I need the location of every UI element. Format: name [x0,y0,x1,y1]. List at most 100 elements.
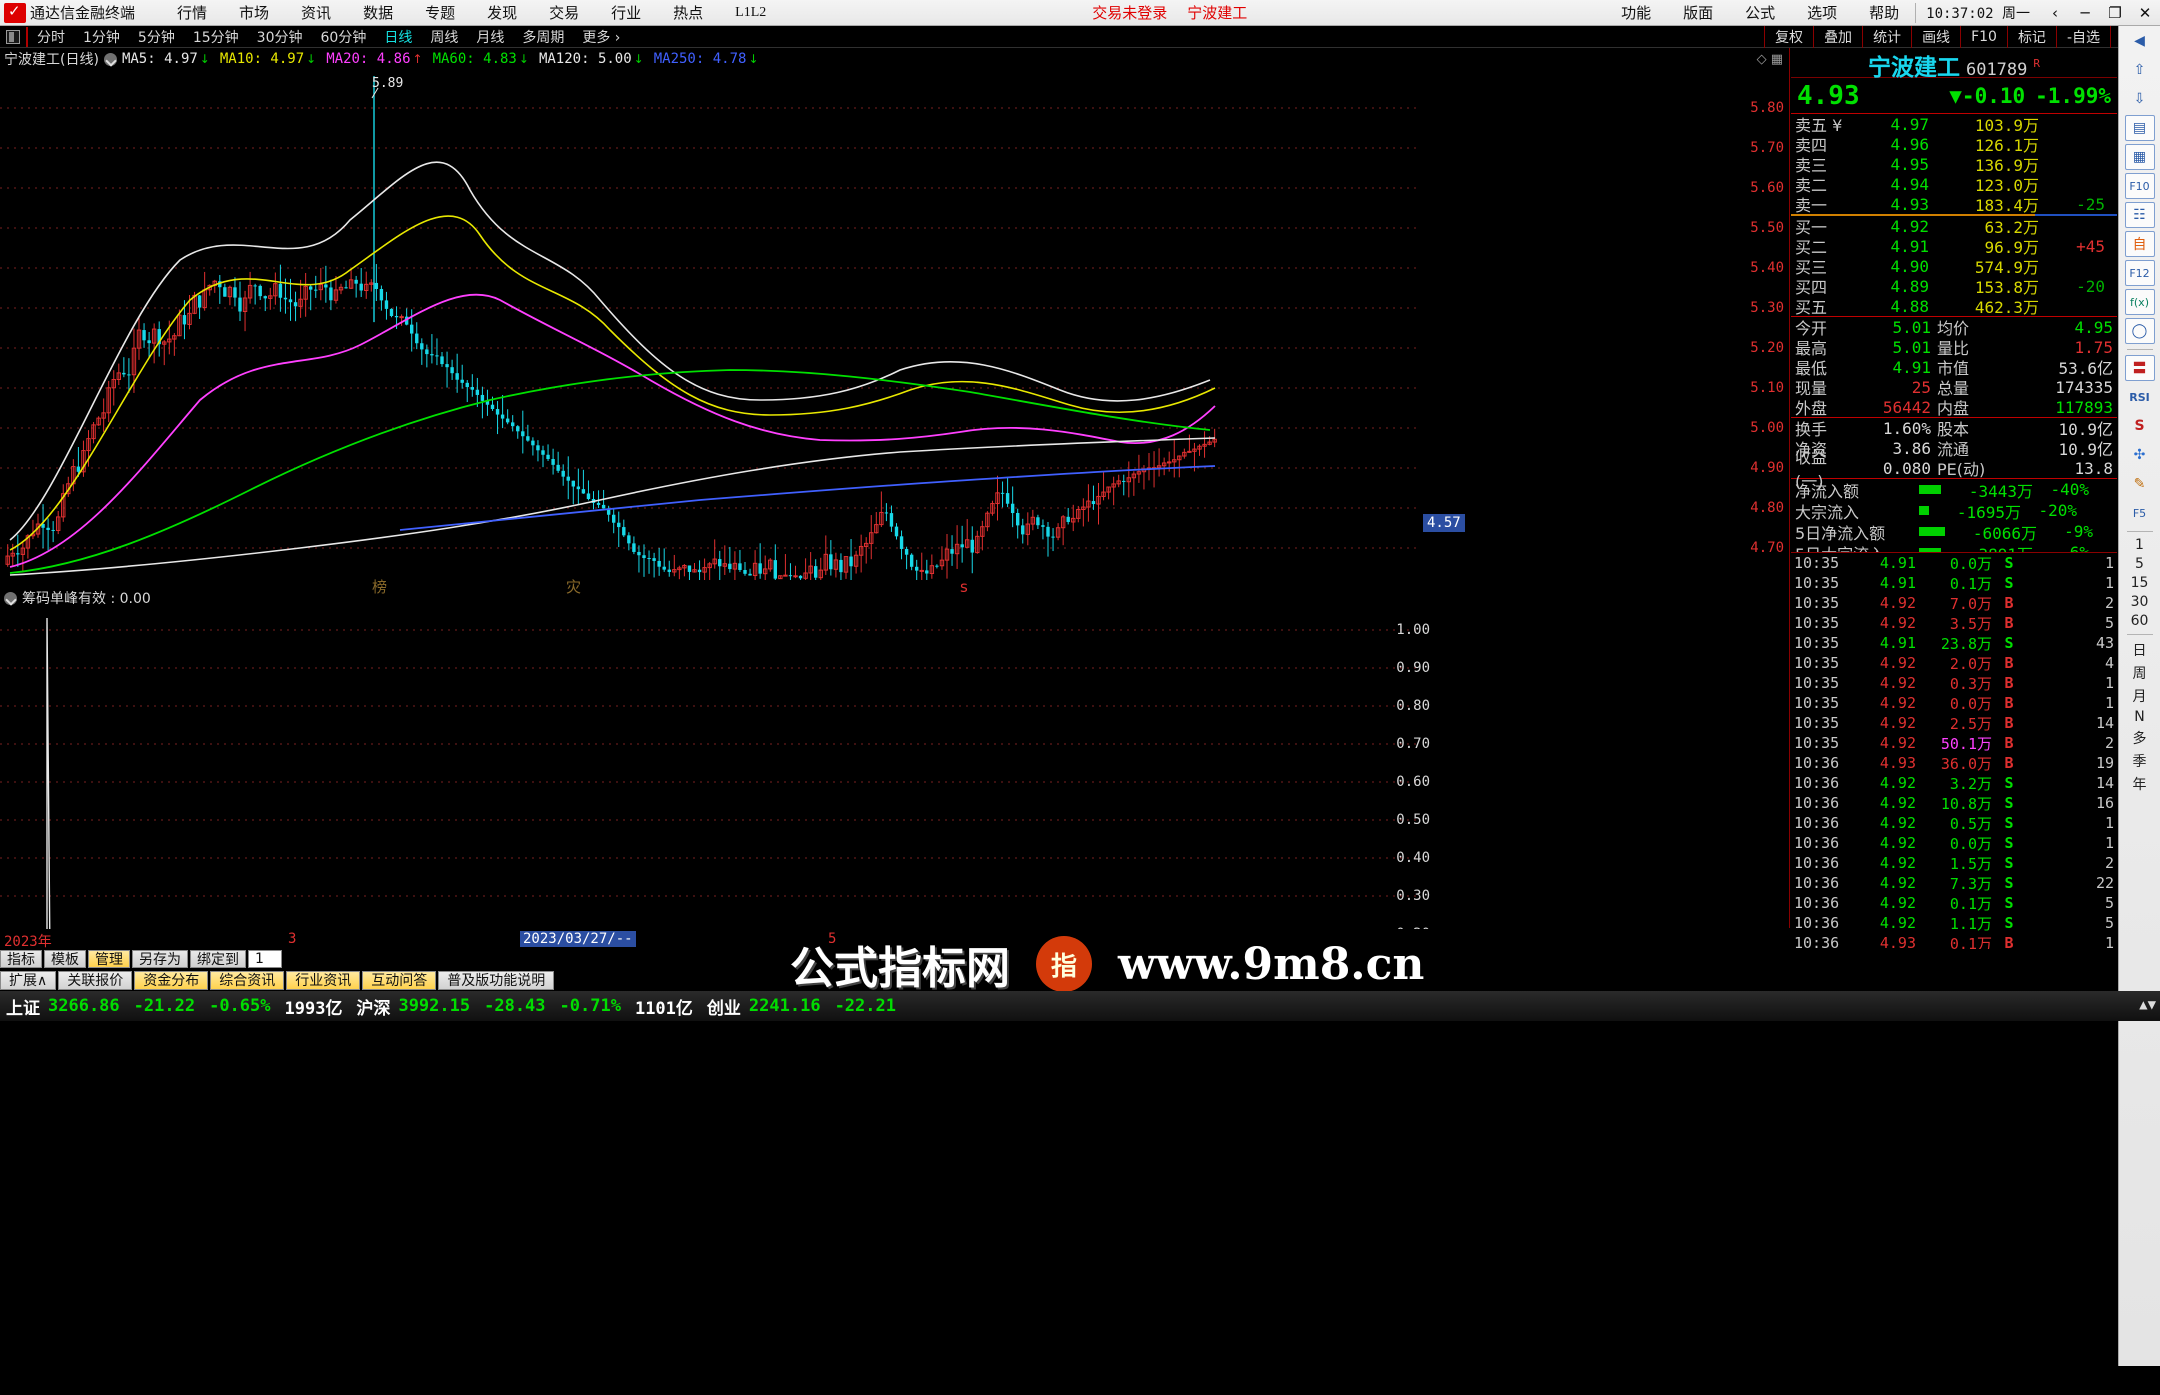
order-level-3[interactable]: 卖二 4.94 123.0万 [1791,174,2117,196]
ssign-icon[interactable]: S [2134,418,2145,434]
rail-period-n[interactable]: N [2134,709,2145,725]
tick-row[interactable]: 10:36 4.92 0.0万 S 1 [1791,833,2117,853]
chart-corner-icons[interactable]: ◇ ▦ [1756,51,1783,67]
nav-up-icon[interactable]: ⇧ [2133,62,2146,78]
status-scroll-icon[interactable]: ▲▼ [2139,997,2156,1013]
period-weekly[interactable]: 周线 [430,29,459,46]
tab-template[interactable]: 模板 [44,950,86,968]
sub-indicator-panel[interactable]: 筹码单峰有效 : 0.00 1.00 0.90 0.80 0.70 0.60 0… [0,588,1790,976]
menu-item-layout[interactable]: 版面 [1683,4,1714,22]
rsi-icon[interactable]: RSI [2129,390,2150,404]
index-name-1[interactable]: 沪深 [356,998,391,1019]
refresh-icon[interactable]: ◯ [2124,318,2155,344]
bottom-tabs-row1[interactable]: 指标 模板 管理 另存为 绑定到 1 [0,949,2118,969]
btn-huaxian[interactable]: 画线 [1911,25,1960,48]
tick-row[interactable]: 10:36 4.92 0.5万 S 1 [1791,813,2117,833]
tab-version-desc[interactable]: 普及版功能说明 [438,970,555,990]
sub-menu-icon[interactable] [4,591,17,605]
period-more[interactable]: 更多 › [582,29,621,46]
period-15min[interactable]: 15分钟 [192,29,239,46]
tab-related-quote[interactable]: 关联报价 [58,970,133,990]
current-stock-label[interactable]: 宁波建工 [1187,4,1248,22]
rail-period-month[interactable]: 月 [2132,689,2147,705]
btn-fuquan[interactable]: 复权 [1764,25,1813,48]
tab-industry-news[interactable]: 行业资讯 [286,970,361,990]
tab-save-as[interactable]: 另存为 [132,950,188,968]
tick-row[interactable]: 10:36 4.93 36.0万 B 19 [1791,753,2117,773]
order-level-4[interactable]: 卖一 4.93 183.4万 -25 [1791,194,2117,216]
tab-bind-to[interactable]: 绑定到 [190,950,246,968]
menu-item-5[interactable]: 发现 [487,4,518,22]
rail-num-30[interactable]: 30 [2130,594,2149,610]
menu-item-7[interactable]: 行业 [611,4,642,22]
order-level-1[interactable]: 卖四 4.96 126.1万 [1791,134,2117,156]
move-icon[interactable]: ✣ [2133,447,2146,463]
right-icon-rail[interactable]: ◀ ⇧ ⇩ ▤ ▦ F10 ☷ 自 F12 f(x) ◯ 〓 RSI S ✣ ✎… [2118,26,2160,1366]
rail-num-1[interactable]: 1 [2135,537,2144,553]
menu-item-0[interactable]: 行情 [177,4,208,22]
f12-icon[interactable]: F12 [2124,260,2155,286]
minimize-icon[interactable]: ─ [2080,3,2090,22]
menu-item-options[interactable]: 选项 [1807,4,1838,22]
rail-period-year[interactable]: 年 [2132,777,2147,793]
rail-period-multi[interactable]: 多 [2132,731,2147,747]
tick-tape[interactable]: 10:35 4.91 0.0万 S 1 10:35 4.91 0.1万 S 1 10:35 4.92 7… [1791,552,2117,953]
chart-menu-icon[interactable] [103,52,117,66]
rail-num-60[interactable]: 60 [2130,613,2149,629]
bind-to-input[interactable]: 1 [248,950,282,968]
period-5min[interactable]: 5分钟 [137,29,175,46]
menu-item-level[interactable]: L1L2 [735,4,767,20]
period-1min[interactable]: 1分钟 [83,29,120,46]
tick-row[interactable]: 10:35 4.92 2.5万 B 14 [1791,713,2117,733]
tick-row[interactable]: 10:35 4.92 0.3万 B 1 [1791,673,2117,693]
restore-icon[interactable]: ❐ [2108,3,2122,22]
menu-item-formula[interactable]: 公式 [1745,4,1776,22]
price-chart[interactable]: 5.89 5.80 5.70 5.60 5.50 5.40 5.30 5.20 … [0,70,1790,580]
rail-period-day[interactable]: 日 [2132,643,2147,659]
order-book[interactable]: 卖五 ¥ 4.97 103.9万 卖四 4.96 126.1万 卖三 4.95 136.9万 卖二… [1791,114,2117,317]
rail-period-week[interactable]: 周 [2132,666,2147,682]
order-level-9[interactable]: 买五 4.88 462.3万 [1791,296,2117,318]
login-status[interactable]: 交易未登录 [1092,4,1168,22]
rail-num-5[interactable]: 5 [2135,556,2144,572]
tick-row[interactable]: 10:35 4.92 50.1万 B 2 [1791,733,2117,753]
btn-biaoji[interactable]: 标记 [2006,25,2056,48]
period-30min[interactable]: 30分钟 [256,29,303,46]
wave-icon[interactable]: 〓 [2124,355,2155,381]
f5-icon[interactable]: F5 [2132,506,2147,520]
layout-toggle-icon[interactable] [6,29,20,44]
menu-item-1[interactable]: 市场 [239,4,270,22]
f10-icon[interactable]: F10 [2124,173,2155,199]
menu-item-6[interactable]: 交易 [549,4,580,22]
menu-item-function[interactable]: 功能 [1621,4,1652,22]
tick-row[interactable]: 10:35 4.92 0.0万 B 1 [1791,693,2117,713]
order-level-0[interactable]: 卖五 ¥ 4.97 103.9万 [1791,114,2117,136]
tick-row[interactable]: 10:36 4.92 1.1万 S 5 [1791,913,2117,933]
bottom-tabs-row2[interactable]: 扩展∧ 关联报价 资金分布 综合资讯 行业资讯 互动问答 普及版功能说明 [0,969,2118,991]
btn-tongji[interactable]: 统计 [1862,25,1911,48]
order-level-7[interactable]: 买三 4.90 574.9万 [1791,256,2117,278]
btn-diejia[interactable]: 叠加 [1813,25,1862,48]
tab-indicator[interactable]: 指标 [0,950,42,968]
tick-row[interactable]: 10:35 4.92 2.0万 B 4 [1791,653,2117,673]
quote-name-row[interactable]: 宁波建工 601789 R [1791,48,2117,81]
order-level-6[interactable]: 买二 4.91 96.9万 +45 [1791,236,2117,258]
tab-interactive-qa[interactable]: 互动问答 [362,970,437,990]
tab-fund-distribution[interactable]: 资金分布 [134,970,209,990]
menu-item-2[interactable]: 资讯 [301,4,332,22]
tab-manage[interactable]: 管理 [88,950,130,968]
tick-row[interactable]: 10:35 4.91 23.8万 S 43 [1791,633,2117,653]
pencil-icon[interactable]: ✎ [2133,476,2146,492]
tab-comprehensive-news[interactable]: 综合资讯 [210,970,285,990]
order-level-5[interactable]: 买一 4.92 63.2万 [1791,216,2117,238]
period-60min[interactable]: 60分钟 [320,29,367,46]
order-level-2[interactable]: 卖三 4.95 136.9万 [1791,154,2117,176]
btn-f10[interactable]: F10 [1960,25,2007,48]
rail-period-quarter[interactable]: 季 [2132,754,2147,770]
close-icon[interactable]: ✕ [2138,3,2152,22]
quote-list-icon[interactable]: ▤ [2124,115,2155,141]
btn-zixuan[interactable]: -自选 [2055,25,2110,48]
period-fenshi[interactable]: 分时 [37,29,65,46]
self-select-icon[interactable]: 自 [2124,231,2155,257]
multi-quote-icon[interactable]: ▦ [2124,144,2155,170]
